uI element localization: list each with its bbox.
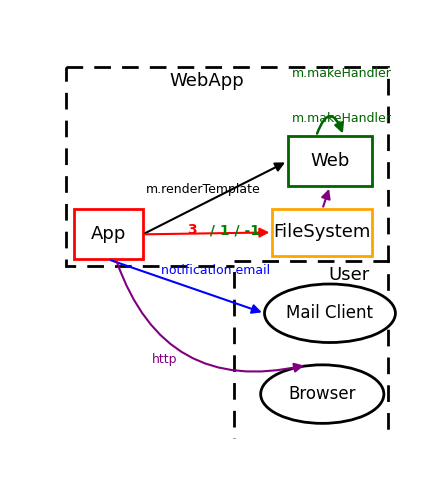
FancyArrowPatch shape bbox=[317, 116, 343, 134]
FancyArrowPatch shape bbox=[322, 191, 329, 207]
Bar bbox=[74, 210, 143, 259]
Text: User: User bbox=[329, 266, 370, 284]
Bar bbox=[288, 136, 373, 186]
Text: App: App bbox=[91, 225, 126, 244]
Ellipse shape bbox=[265, 284, 396, 343]
Text: Browser: Browser bbox=[289, 385, 356, 403]
Text: Web: Web bbox=[310, 152, 349, 170]
Text: FileSystem: FileSystem bbox=[274, 223, 371, 242]
Text: / 1 / -1: / 1 / -1 bbox=[205, 223, 260, 237]
Text: 3: 3 bbox=[187, 223, 197, 237]
Text: Mail Client: Mail Client bbox=[286, 304, 373, 322]
Text: m.makeHandler: m.makeHandler bbox=[291, 67, 391, 79]
FancyArrowPatch shape bbox=[146, 229, 267, 237]
Bar bbox=[272, 210, 373, 255]
Bar bbox=[234, 261, 388, 440]
Bar bbox=[66, 67, 388, 266]
Text: notification email: notification email bbox=[161, 264, 270, 278]
Text: http: http bbox=[152, 353, 177, 366]
Text: m.makeHandler: m.makeHandler bbox=[291, 111, 391, 125]
Text: m.renderTemplate: m.renderTemplate bbox=[146, 183, 260, 196]
FancyArrowPatch shape bbox=[111, 260, 260, 313]
Ellipse shape bbox=[261, 365, 384, 423]
FancyArrowPatch shape bbox=[145, 164, 283, 233]
FancyArrowPatch shape bbox=[117, 262, 302, 372]
Text: WebApp: WebApp bbox=[169, 71, 244, 90]
